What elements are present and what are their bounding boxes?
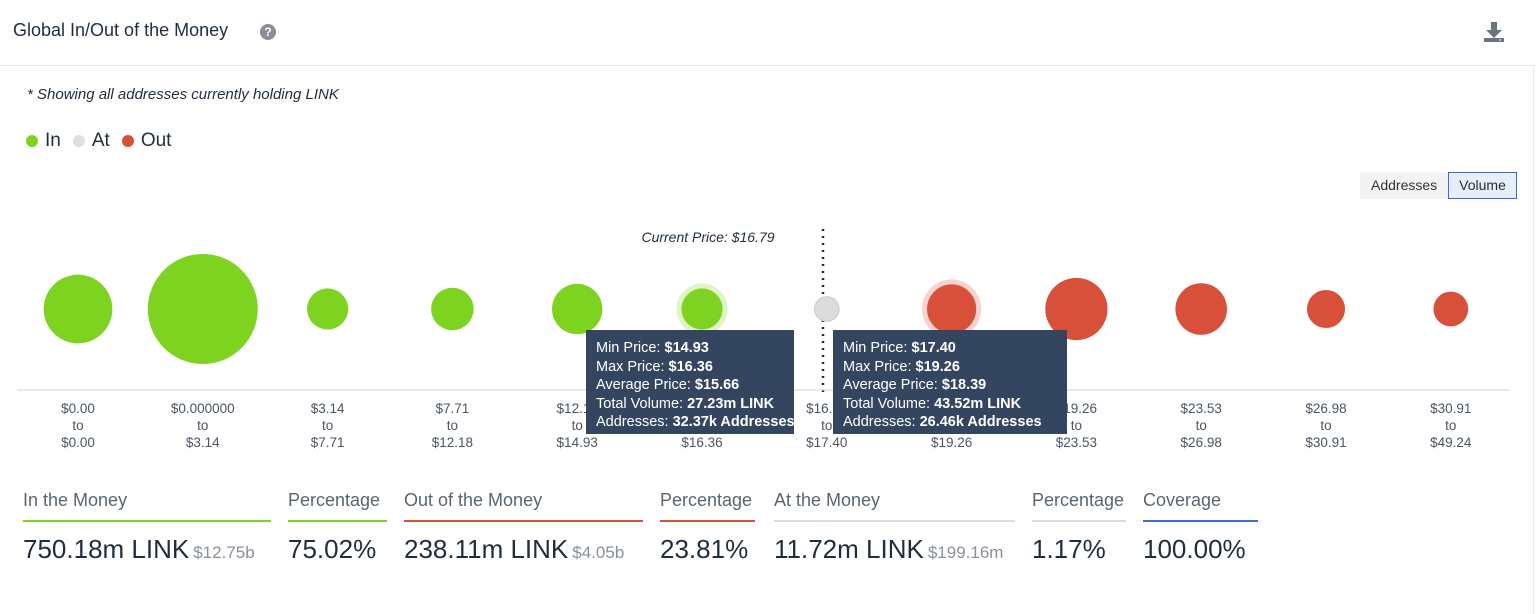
stat-at-the-money-label: At the Money bbox=[774, 490, 1015, 522]
x-tick-label-1-2: $3.14 bbox=[186, 435, 220, 450]
bubble-7[interactable] bbox=[927, 284, 977, 334]
x-tick-label-0-0: $0.00 bbox=[61, 401, 95, 416]
bubble-3[interactable] bbox=[431, 287, 474, 331]
x-tick-label-6-1: to bbox=[821, 418, 832, 433]
tooltip-out-min: Min Price: $17.40 bbox=[843, 340, 956, 356]
current-price-label: Current Price: $16.79 bbox=[641, 229, 774, 245]
legend-dot-in bbox=[26, 135, 38, 147]
stat-out-percentage-value: 23.81% bbox=[660, 534, 749, 564]
bubble-9[interactable] bbox=[1175, 283, 1227, 335]
x-tick-label-1-1: to bbox=[197, 418, 208, 433]
x-tick-label-11-2: $49.24 bbox=[1430, 435, 1472, 450]
bubble-8[interactable] bbox=[1045, 277, 1108, 341]
bubble-1[interactable] bbox=[147, 254, 258, 364]
stat-out-percentage-label: Percentage bbox=[660, 490, 755, 522]
tooltip-out-volume: Total Volume: 43.52m LINK bbox=[843, 395, 1022, 412]
legend-label-out: Out bbox=[140, 130, 172, 151]
stat-in-percentage: Percentage 75.02% bbox=[288, 490, 387, 565]
stat-in-the-money-value: 750.18m LINK $12.75b bbox=[23, 534, 255, 564]
stat-out-percentage: Percentage 23.81% bbox=[660, 490, 755, 565]
chart-header: Global In/Out of the Money ? bbox=[0, 0, 1536, 66]
stat-in-the-money-usd: $12.75b bbox=[193, 543, 255, 562]
stat-at-the-money-usd: $199.16m bbox=[927, 543, 1004, 562]
stat-in-the-money-label: In the Money bbox=[23, 490, 271, 522]
stat-at-percentage-label: Percentage bbox=[1032, 490, 1126, 522]
x-tick-label-8-1: to bbox=[1071, 418, 1082, 433]
bubble-2[interactable] bbox=[307, 288, 349, 330]
x-tick-label-4-1: to bbox=[572, 418, 583, 433]
stat-out-of-the-money: Out of the Money 238.11m LINK $4.05b bbox=[404, 490, 643, 565]
stat-coverage-label: Coverage bbox=[1143, 490, 1258, 522]
bubbles-group bbox=[43, 254, 1469, 364]
x-tick-label-7-2: $19.26 bbox=[931, 435, 972, 450]
tooltip-out-addresses: Addresses: 26.46k Addresses bbox=[843, 414, 1042, 431]
holding-note: * Showing all addresses currently holdin… bbox=[27, 86, 339, 103]
volume-toggle-button[interactable]: Volume bbox=[1448, 172, 1517, 199]
bubble-6[interactable] bbox=[814, 296, 840, 322]
tooltip-out-bucket: Min Price: $17.40 Max Price: $19.26 Aver… bbox=[833, 330, 1067, 434]
stat-coverage-value: 100.00% bbox=[1143, 534, 1246, 564]
help-icon[interactable]: ? bbox=[260, 24, 276, 40]
x-tick-label-10-0: $26.98 bbox=[1305, 401, 1346, 416]
legend-item-out[interactable]: Out bbox=[121, 130, 172, 152]
x-tick-label-2-1: to bbox=[322, 418, 333, 433]
panel-border bbox=[1533, 66, 1534, 614]
stat-in-percentage-value: 75.02% bbox=[288, 534, 377, 564]
stat-at-percentage: Percentage 1.17% bbox=[1032, 490, 1126, 565]
stat-coverage: Coverage 100.00% bbox=[1143, 490, 1258, 565]
stat-in-percentage-label: Percentage bbox=[288, 490, 387, 522]
tooltip-in-min: Min Price: $14.93 bbox=[596, 340, 709, 356]
legend-dot-out bbox=[121, 135, 134, 147]
x-tick-label-6-2: $17.40 bbox=[806, 435, 847, 450]
x-tick-label-5-2: $16.36 bbox=[681, 435, 722, 450]
legend-item-at[interactable]: At bbox=[72, 130, 110, 152]
stat-out-of-the-money-value: 238.11m LINK $4.05b bbox=[404, 534, 625, 564]
tooltip-in-bucket: Min Price: $14.93 Max Price: $16.36 Aver… bbox=[586, 330, 794, 434]
bubble-5[interactable] bbox=[681, 288, 723, 330]
legend-label-at: At bbox=[91, 130, 110, 151]
bubble-11[interactable] bbox=[1433, 291, 1469, 327]
x-tick-label-10-1: to bbox=[1320, 418, 1331, 433]
bubble-10[interactable] bbox=[1306, 289, 1346, 329]
tooltip-in-avg: Average Price: $15.66 bbox=[596, 377, 740, 394]
x-tick-label-4-2: $14.93 bbox=[557, 435, 598, 450]
legend: In At Out bbox=[26, 130, 183, 152]
x-tick-label-9-1: to bbox=[1196, 418, 1207, 433]
x-tick-label-0-1: to bbox=[72, 418, 83, 433]
x-tick-label-8-2: $23.53 bbox=[1056, 435, 1097, 450]
legend-label-in: In bbox=[45, 130, 61, 151]
x-tick-label-2-0: $3.14 bbox=[311, 401, 345, 416]
download-icon[interactable] bbox=[1482, 20, 1506, 44]
tooltip-in-addresses: Addresses: 32.37k Addresses bbox=[596, 414, 794, 431]
stat-at-percentage-value: 1.17% bbox=[1032, 534, 1106, 564]
x-tick-label-2-2: $7.71 bbox=[311, 435, 345, 450]
x-tick-label-10-2: $30.91 bbox=[1305, 435, 1346, 450]
stat-at-the-money-value: 11.72m LINK $199.16m bbox=[774, 534, 1004, 564]
metric-toggle: Addresses Volume bbox=[1360, 172, 1517, 199]
legend-item-in[interactable]: In bbox=[26, 130, 61, 152]
x-tick-label-3-1: to bbox=[447, 418, 458, 433]
x-tick-label-0-2: $0.00 bbox=[61, 435, 95, 450]
x-tick-label-3-0: $7.71 bbox=[436, 401, 470, 416]
page-title: Global In/Out of the Money bbox=[13, 20, 229, 40]
x-tick-label-11-1: to bbox=[1445, 418, 1456, 433]
tooltip-out-max: Max Price: $19.26 bbox=[843, 358, 960, 375]
x-tick-label-9-0: $23.53 bbox=[1181, 401, 1222, 416]
legend-dot-at bbox=[72, 135, 85, 147]
x-tick-label-9-2: $26.98 bbox=[1181, 435, 1222, 450]
x-tick-label-11-0: $30.91 bbox=[1430, 401, 1471, 416]
addresses-toggle-button[interactable]: Addresses bbox=[1360, 172, 1449, 199]
stat-in-the-money: In the Money 750.18m LINK $12.75b bbox=[23, 490, 271, 565]
tooltip-out-avg: Average Price: $18.39 bbox=[843, 377, 987, 394]
x-tick-label-1-0: $0.000000 bbox=[171, 401, 235, 416]
stat-out-of-the-money-usd: $4.05b bbox=[572, 543, 625, 562]
stat-out-of-the-money-label: Out of the Money bbox=[404, 490, 643, 522]
bubble-0[interactable] bbox=[43, 274, 113, 344]
stat-at-the-money: At the Money 11.72m LINK $199.16m bbox=[774, 490, 1015, 565]
tooltip-in-max: Max Price: $16.36 bbox=[596, 358, 713, 375]
x-tick-label-3-2: $12.18 bbox=[432, 435, 473, 450]
tooltip-in-volume: Total Volume: 27.23m LINK bbox=[596, 395, 775, 412]
bubble-4[interactable] bbox=[551, 283, 603, 335]
